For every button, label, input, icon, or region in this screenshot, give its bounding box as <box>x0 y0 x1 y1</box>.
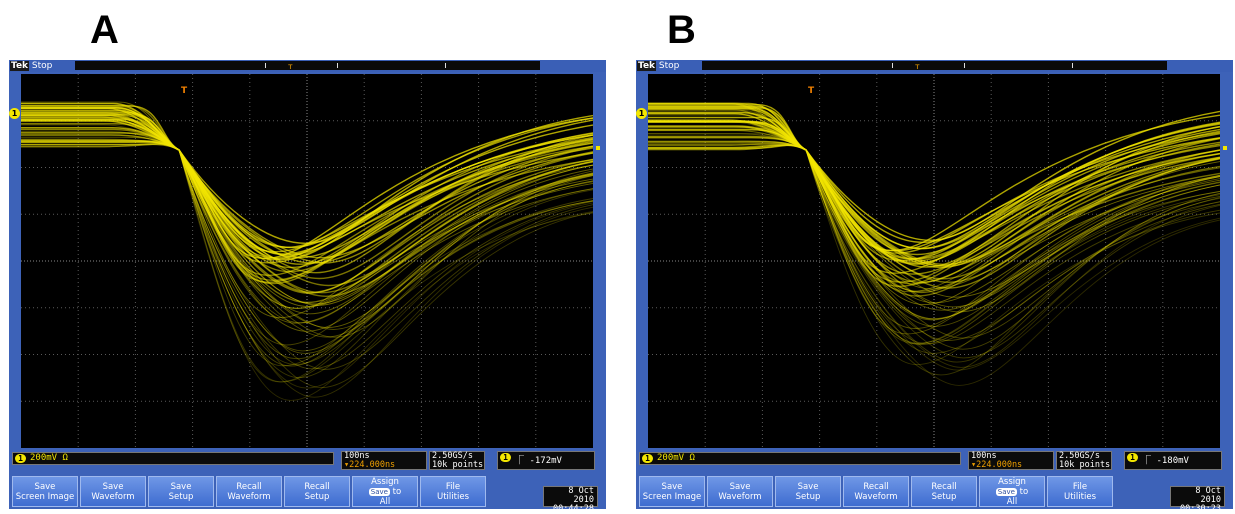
recall-setup-button[interactable]: Recall Setup <box>284 476 350 507</box>
channel-1-ground-marker[interactable]: 1 <box>9 108 20 119</box>
date-time-readout: 8 Oct 2010 00:30:23 <box>1170 486 1225 514</box>
waveform-graticule <box>21 74 593 448</box>
readout-row: 1 200mV Ω 100ns ▾224.000ns 2.50GS/s 10k poi… <box>636 450 1233 472</box>
acquisition-readout[interactable]: 2.50GS/s 10k points <box>429 451 485 470</box>
falling-edge-icon: ⎾ <box>1142 456 1152 466</box>
recall-setup-button[interactable]: Recall Setup <box>911 476 977 507</box>
save-waveform-button[interactable]: Save Waveform <box>707 476 773 507</box>
channel-1-ground-marker[interactable]: 1 <box>636 108 647 119</box>
save-setup-button[interactable]: Save Setup <box>148 476 214 507</box>
oscilloscope-display-b: Tek Stop ᴛ T 1 1 200mV Ω 100ns ▾224.000ns … <box>636 60 1233 514</box>
file-utilities-button[interactable]: File Utilities <box>420 476 486 507</box>
bottom-menu: Save Screen Image Save Waveform Save Set… <box>9 474 606 514</box>
trigger-position-top-icon: ᴛ <box>915 62 920 71</box>
trigger-level-marker <box>1223 146 1227 150</box>
recall-waveform-button[interactable]: Recall Waveform <box>843 476 909 507</box>
assign-save-to-all-button[interactable]: Assign Save to All <box>352 476 418 507</box>
readout-row: 1 200mV Ω 100ns ▾224.000ns 2.50GS/s 10k poi… <box>9 450 606 472</box>
trigger-readout[interactable]: 1 ⎾ -180mV <box>1124 451 1222 470</box>
assign-save-to-all-button[interactable]: Assign Save to All <box>979 476 1045 507</box>
trigger-readout[interactable]: 1 ⎾ -172mV <box>497 451 595 470</box>
waveform-graticule <box>648 74 1220 448</box>
date-time-readout: 8 Oct 2010 00:44:28 <box>543 486 598 514</box>
horizontal-readout[interactable]: 100ns ▾224.000ns <box>968 451 1054 470</box>
trigger-position-top-icon: ᴛ <box>288 62 293 71</box>
top-status-bar: Tek Stop ᴛ <box>636 60 1233 72</box>
save-setup-button[interactable]: Save Setup <box>775 476 841 507</box>
channel-1-readout[interactable]: 1 200mV Ω <box>12 452 334 465</box>
top-status-bar: Tek Stop ᴛ <box>9 60 606 72</box>
acquisition-readout[interactable]: 2.50GS/s 10k points <box>1056 451 1112 470</box>
waveform-screen[interactable]: T <box>648 74 1220 448</box>
record-view-bar[interactable]: ᴛ <box>75 61 540 71</box>
panel-label-b: B <box>667 8 696 52</box>
trigger-position-icon: T <box>181 86 188 96</box>
oscilloscope-display-a: Tek Stop ᴛ T 1 1 200mV Ω 100ns ▾224.000ns … <box>9 60 606 514</box>
save-screen-image-button[interactable]: Save Screen Image <box>12 476 78 507</box>
file-utilities-button[interactable]: File Utilities <box>1047 476 1113 507</box>
trigger-position-icon: T <box>808 86 815 96</box>
save-waveform-button[interactable]: Save Waveform <box>80 476 146 507</box>
recall-waveform-button[interactable]: Recall Waveform <box>216 476 282 507</box>
horizontal-readout[interactable]: 100ns ▾224.000ns <box>341 451 427 470</box>
falling-edge-icon: ⎾ <box>515 456 525 466</box>
acquisition-status: Tek Stop <box>637 61 680 71</box>
record-view-bar[interactable]: ᴛ <box>702 61 1167 71</box>
trigger-level-marker <box>596 146 600 150</box>
bottom-menu: Save Screen Image Save Waveform Save Set… <box>636 474 1233 514</box>
waveform-screen[interactable]: T <box>21 74 593 448</box>
acquisition-status: Tek Stop <box>10 61 53 71</box>
save-screen-image-button[interactable]: Save Screen Image <box>639 476 705 507</box>
channel-1-readout[interactable]: 1 200mV Ω <box>639 452 961 465</box>
panel-label-a: A <box>90 8 119 52</box>
